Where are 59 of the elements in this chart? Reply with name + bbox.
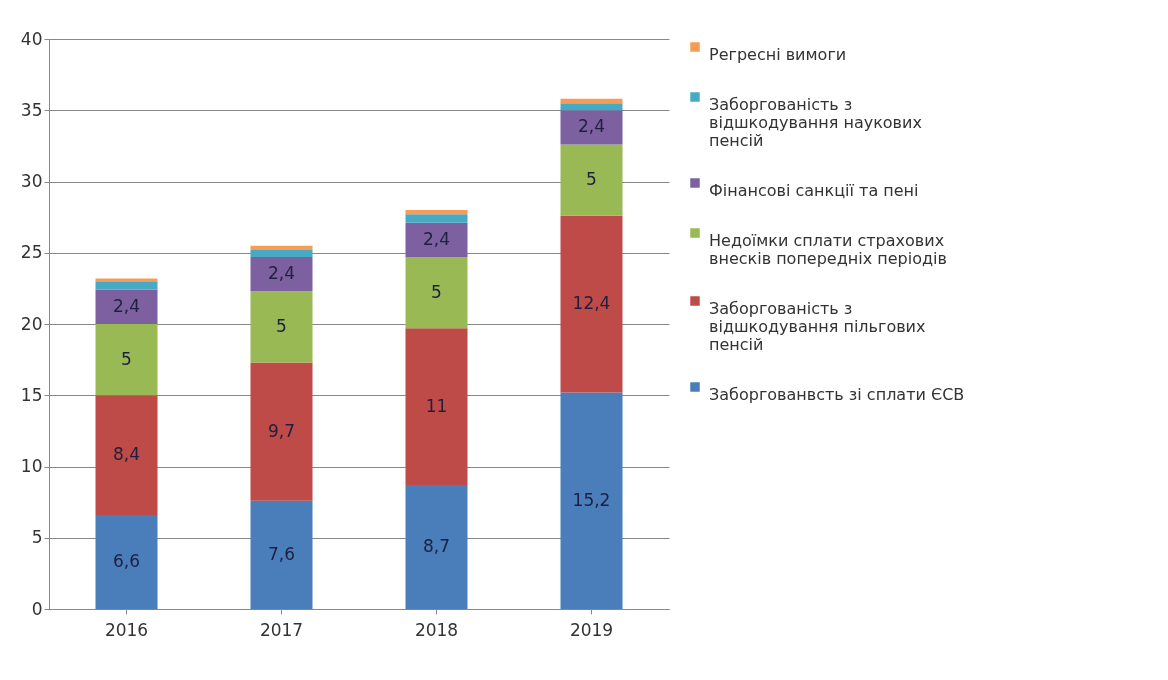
legend-label: Заборгованість з відшкодування наукових пенсій — [709, 95, 922, 150]
bar — [250, 362, 313, 501]
y-tick-label: 25 — [20, 242, 43, 263]
bar — [250, 291, 313, 363]
data-label: 15,2 — [572, 489, 611, 510]
bar — [560, 110, 623, 145]
x-tick-label: 2016 — [104, 619, 149, 640]
bar — [405, 214, 468, 223]
data-label: 7,6 — [267, 543, 296, 564]
data-label: 2,4 — [422, 228, 451, 249]
data-label: 5 — [586, 169, 597, 190]
y-tick-label: 40 — [20, 28, 43, 49]
x-tick-label: 2018 — [414, 619, 459, 640]
bar — [560, 215, 623, 393]
data-label: 2,4 — [112, 295, 141, 316]
data-label: 5 — [121, 348, 132, 369]
bar — [250, 257, 313, 292]
legend-label: Заборгованість з відшкодування пільгових пенсій — [709, 299, 926, 354]
data-label: 5 — [276, 315, 287, 336]
bar — [560, 144, 623, 216]
data-label: 12,4 — [572, 293, 611, 314]
legend-label: Регресні вимоги — [709, 45, 847, 64]
x-tick-label: 2019 — [569, 619, 614, 640]
y-tick-label: 0 — [31, 598, 43, 619]
bar — [95, 289, 158, 324]
y-tick-label: 35 — [20, 99, 43, 120]
bar — [250, 249, 313, 258]
legend-label: Фінансові санкції та пені — [709, 181, 919, 200]
data-label: 2,4 — [267, 263, 296, 284]
bar — [95, 324, 158, 396]
bar — [95, 278, 158, 282]
y-tick-label: 30 — [20, 171, 43, 191]
bar — [560, 103, 623, 111]
bar — [405, 257, 468, 329]
data-label: 6,6 — [112, 550, 141, 571]
bar — [560, 392, 623, 609]
bar — [95, 281, 158, 290]
bar — [95, 395, 158, 515]
bar — [405, 485, 468, 609]
bar — [250, 245, 313, 250]
y-tick-label: 20 — [20, 313, 43, 334]
bar — [250, 500, 313, 609]
y-tick-label: 10 — [20, 456, 43, 476]
data-label: 8,7 — [422, 536, 451, 557]
data-label: 11 — [425, 395, 448, 416]
data-label: 9,7 — [267, 420, 296, 441]
legend-label: Недоїмки сплати страхових внесків попередніх періодів — [709, 231, 947, 268]
bar — [405, 222, 468, 258]
y-tick-label: 15 — [20, 384, 43, 405]
data-label: 2,4 — [577, 116, 606, 137]
legend-label: Заборгованвсть зі сплати ЄСВ — [709, 385, 965, 404]
data-label: 8,4 — [112, 444, 141, 465]
bar — [405, 210, 468, 215]
bar — [95, 514, 158, 609]
x-tick-label: 2017 — [259, 619, 304, 640]
bar — [405, 328, 468, 486]
bar — [560, 98, 623, 104]
data-label: 5 — [431, 281, 442, 302]
y-tick-label: 5 — [31, 527, 43, 548]
